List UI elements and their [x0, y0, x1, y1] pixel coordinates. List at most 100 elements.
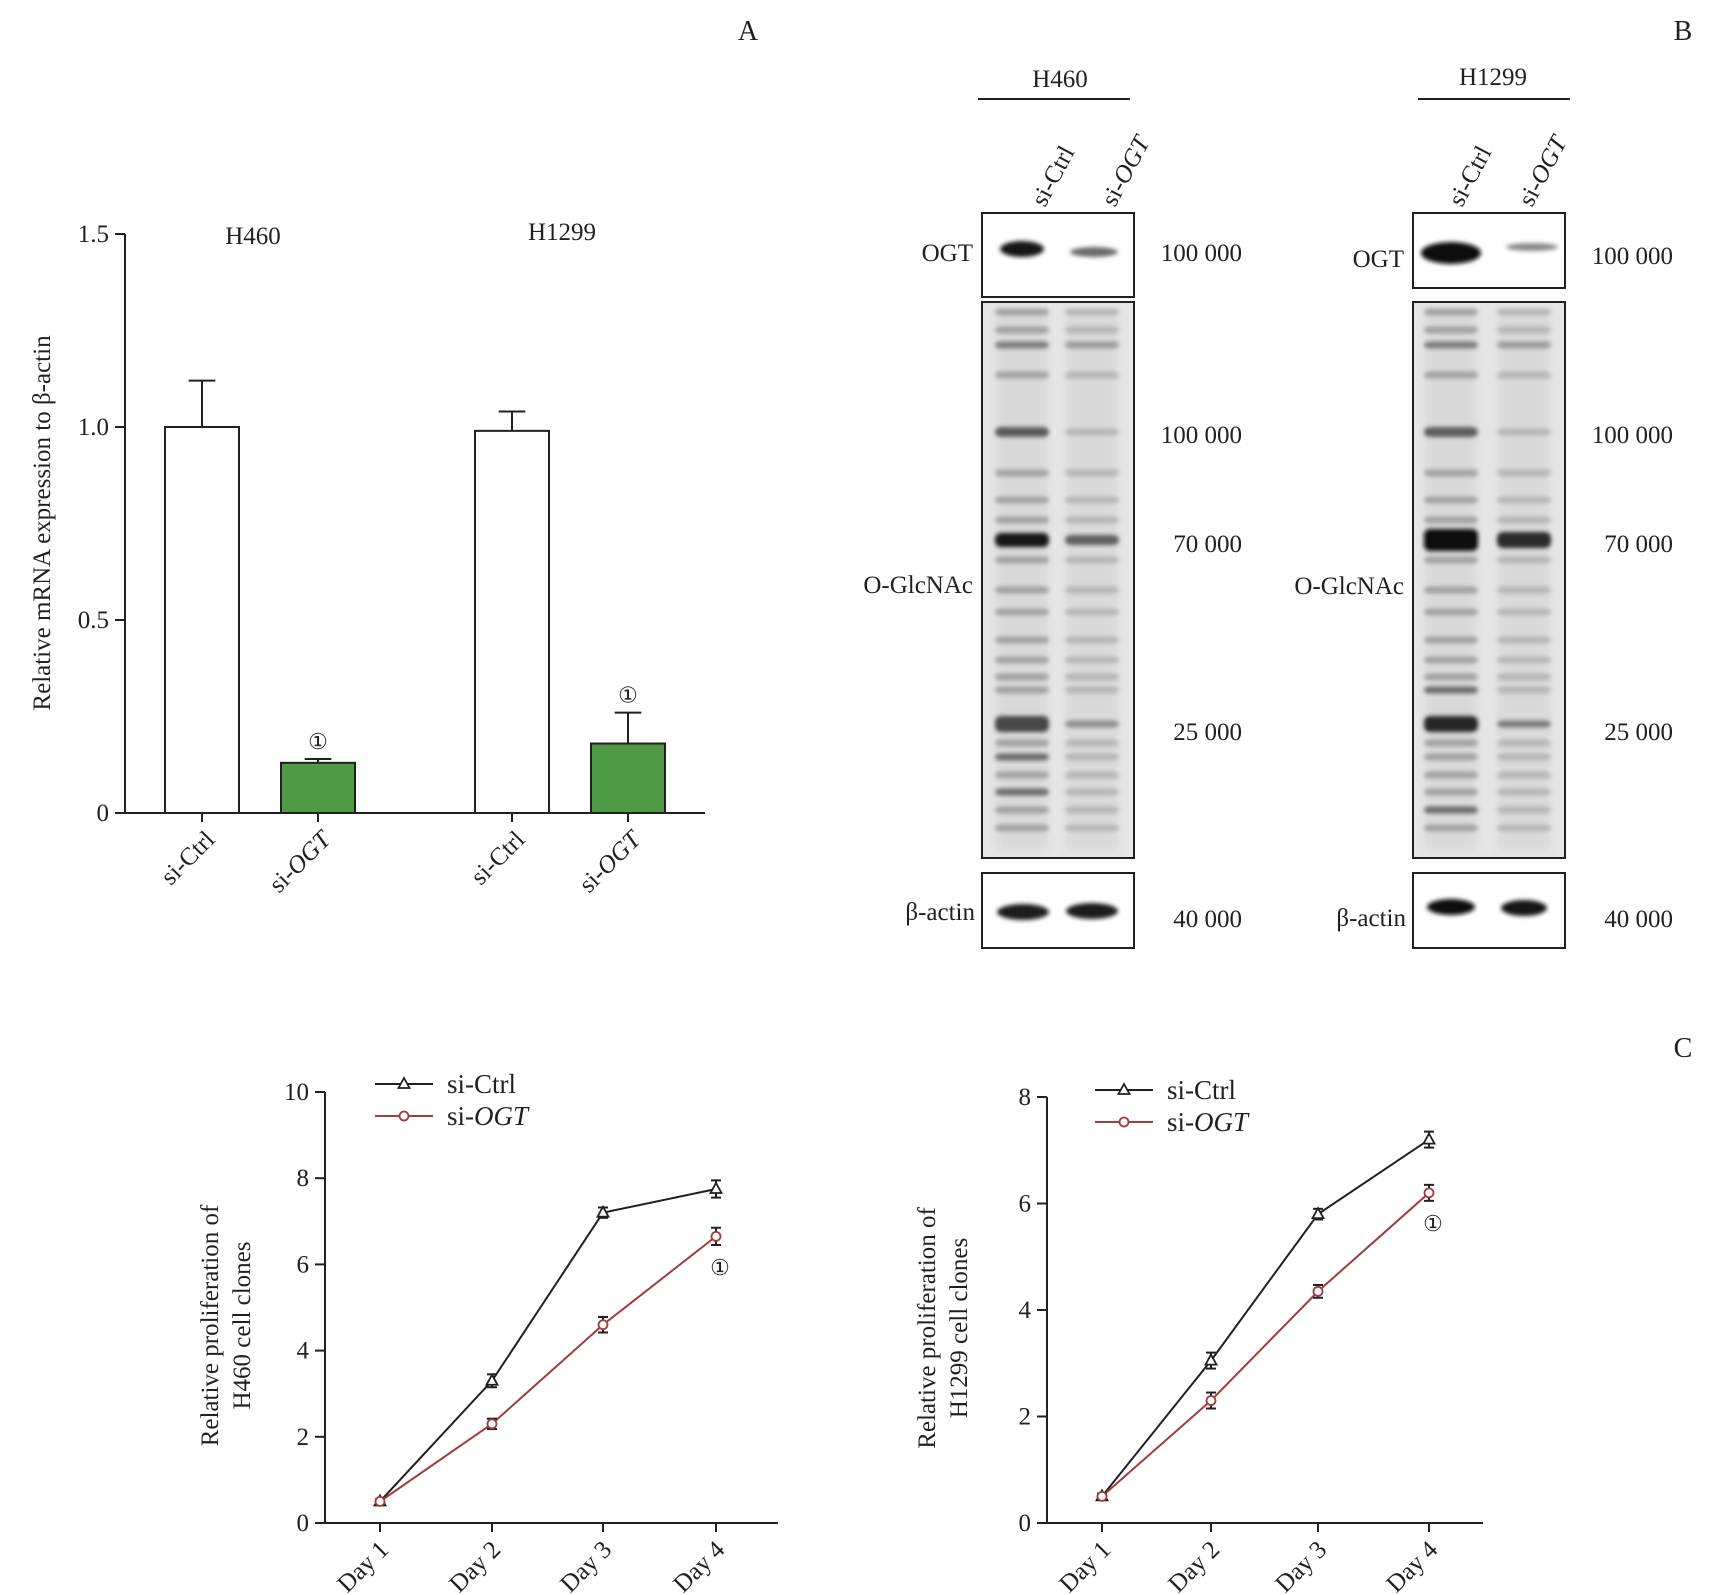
band	[1497, 586, 1551, 594]
band	[1424, 771, 1478, 779]
mw-marker: 100 000	[1592, 243, 1673, 270]
band	[1424, 788, 1478, 796]
band	[1065, 535, 1119, 545]
band	[995, 739, 1049, 747]
band	[997, 904, 1049, 920]
data-point	[1096, 1490, 1108, 1502]
row-label-ogt: OGT	[922, 240, 973, 267]
band	[1065, 516, 1119, 524]
x-tick-label: Day 4	[1381, 1536, 1443, 1595]
band	[1424, 608, 1478, 616]
band	[1506, 243, 1558, 251]
x-tick-label: Day 3	[555, 1536, 617, 1595]
data-point	[1421, 1131, 1437, 1145]
row-label-oglcnac: O-GlcNAc	[863, 572, 973, 599]
significance-mark: ①	[1423, 1211, 1443, 1236]
band	[1497, 771, 1551, 779]
lane-label: si-OGT	[1513, 130, 1573, 211]
band	[995, 533, 1049, 547]
legend-label: si-OGT	[447, 1101, 530, 1131]
legend-marker	[1116, 1082, 1132, 1095]
band	[995, 771, 1049, 779]
mw-marker: 40 000	[1173, 906, 1242, 933]
y-axis-label: Relative mRNA expression to β-actin	[29, 335, 56, 711]
band	[1065, 586, 1119, 594]
band	[1424, 739, 1478, 747]
mw-marker: 40 000	[1604, 906, 1673, 933]
x-tick-label: Day 4	[668, 1536, 730, 1595]
band	[995, 427, 1049, 437]
bar	[164, 426, 240, 814]
band	[1065, 656, 1119, 664]
legend-label: si-OGT	[1167, 1107, 1250, 1137]
series-line	[1101, 1138, 1430, 1498]
significance-mark: ①	[710, 1255, 730, 1280]
band	[1424, 556, 1478, 564]
band	[1424, 636, 1478, 644]
band	[1424, 824, 1478, 832]
y-axis-label-line: H460 cell clones	[229, 1241, 256, 1409]
band	[1497, 673, 1551, 681]
band	[1066, 903, 1118, 919]
band	[1497, 516, 1551, 524]
mw-marker: 25 000	[1604, 719, 1673, 746]
band	[1497, 341, 1551, 349]
band	[1065, 788, 1119, 796]
blot-h1299: H1299 si-Ctrl si-OGT OGT O-GlcNAc β-acti…	[1294, 64, 1673, 949]
data-point	[1312, 1285, 1324, 1297]
band	[1065, 739, 1119, 747]
y-tick-label: 0.5	[78, 607, 109, 634]
x-tick-label: si-Ctrl	[466, 826, 530, 890]
lane-label: si-Ctrl	[1026, 142, 1080, 211]
lane-smear	[1498, 310, 1550, 850]
legend-marker	[398, 1110, 410, 1122]
y-tick-label: 4	[1019, 1297, 1032, 1324]
group-label-h460: H460	[225, 223, 281, 250]
y-tick-label: 6	[1019, 1191, 1032, 1218]
y-tick-label: 0	[297, 1510, 310, 1537]
data-point	[1203, 1352, 1219, 1366]
band	[1501, 900, 1547, 916]
x-tick-label: Day 3	[1270, 1536, 1332, 1595]
band	[1424, 673, 1478, 681]
y-tick-label: 10	[284, 1079, 309, 1106]
band	[995, 753, 1049, 761]
y-axis-label-line: Relative proliferation of	[914, 1207, 941, 1449]
band	[1497, 739, 1551, 747]
y-tick-label: 1.0	[78, 414, 109, 441]
band	[1497, 532, 1551, 548]
band	[1497, 753, 1551, 761]
y-axis-label-line: Relative proliferation of	[197, 1204, 224, 1446]
panel-letter-b: B	[1674, 16, 1693, 47]
band	[995, 516, 1049, 524]
band	[995, 806, 1049, 814]
legend-label: si-Ctrl	[1167, 1075, 1236, 1105]
x-tick-label: Day 2	[444, 1536, 506, 1595]
band	[1424, 308, 1478, 316]
band	[1065, 686, 1119, 694]
data-point	[1205, 1395, 1217, 1406]
band	[1065, 673, 1119, 681]
panel-letter-c: C	[1674, 1033, 1693, 1064]
band	[1497, 824, 1551, 832]
band	[1065, 636, 1119, 644]
data-point	[1423, 1187, 1435, 1199]
band	[1424, 753, 1478, 761]
band	[1065, 771, 1119, 779]
band	[995, 686, 1049, 694]
lane-smear	[1066, 310, 1118, 850]
data-point	[710, 1230, 722, 1242]
bar	[474, 429, 550, 814]
bar	[280, 761, 356, 815]
band	[995, 716, 1049, 732]
band	[1497, 608, 1551, 616]
bar	[590, 742, 666, 815]
band	[995, 496, 1049, 504]
x-tick-label: Day 2	[1163, 1536, 1225, 1595]
x-tick-label: si-Ctrl	[156, 826, 220, 890]
y-tick-label: 2	[297, 1424, 310, 1451]
legend-marker	[396, 1076, 412, 1089]
band	[1070, 247, 1118, 257]
